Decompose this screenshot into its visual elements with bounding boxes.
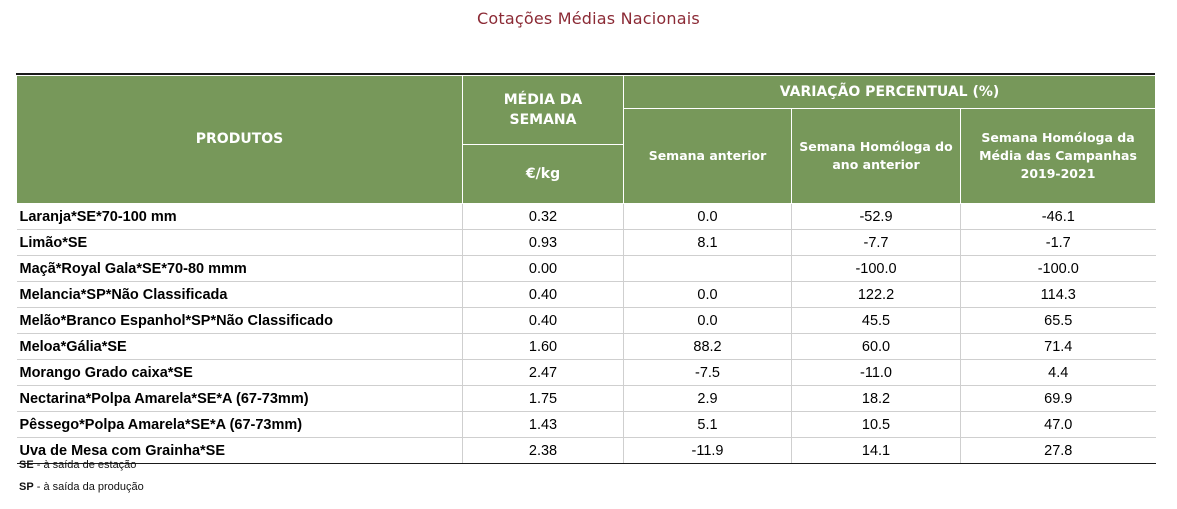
cell-homologa-campanhas: 69.9 — [959, 385, 1156, 412]
cell-homologa-ano: 122.2 — [791, 281, 961, 308]
cell-homologa-campanhas: 47.0 — [959, 411, 1156, 438]
cell-media: 0.40 — [462, 281, 624, 308]
cell-semana-anterior: -7.5 — [623, 359, 792, 386]
table-row: Maçã*Royal Gala*SE*70-80 mmm 0.00 -100.0… — [16, 255, 1156, 282]
cell-homologa-ano: 18.2 — [791, 385, 961, 412]
cell-semana-anterior: 0.0 — [623, 203, 792, 230]
cell-homologa-campanhas: 4.4 — [959, 359, 1156, 386]
header-variacao-percentual: VARIAÇÃO PERCENTUAL (%) — [622, 75, 1157, 109]
cell-homologa-ano: -11.0 — [791, 359, 961, 386]
cell-semana-anterior: 8.1 — [623, 229, 792, 256]
cell-homologa-campanhas: -100.0 — [959, 255, 1156, 282]
cell-semana-anterior — [623, 255, 792, 282]
table-body: Laranja*SE*70-100 mm 0.32 0.0 -52.9 -46.… — [16, 203, 1156, 464]
cell-homologa-ano: 10.5 — [791, 411, 961, 438]
legend-se-code: SE — [19, 459, 34, 471]
cell-media: 0.40 — [462, 307, 624, 334]
cell-produto: Melão*Branco Espanhol*SP*Não Classificad… — [16, 307, 463, 334]
cell-semana-anterior: 2.9 — [623, 385, 792, 412]
table-row: Pêssego*Polpa Amarela*SE*A (67-73mm) 1.4… — [16, 411, 1156, 438]
table-row: Laranja*SE*70-100 mm 0.32 0.0 -52.9 -46.… — [16, 203, 1156, 230]
table-row: Uva de Mesa com Grainha*SE 2.38 -11.9 14… — [16, 437, 1156, 464]
cell-produto: Morango Grado caixa*SE — [16, 359, 463, 386]
header-homologa-ano-anterior: Semana Homóloga do ano anterior — [791, 108, 961, 204]
cell-produto: Uva de Mesa com Grainha*SE — [16, 437, 463, 464]
cell-homologa-ano: 45.5 — [791, 307, 961, 334]
price-table: PRODUTOS MÉDIA DA SEMANA VARIAÇÃO PERCEN… — [16, 75, 1157, 464]
cell-produto: Maçã*Royal Gala*SE*70-80 mmm — [16, 255, 463, 282]
header-semana-anterior: Semana anterior — [623, 108, 792, 204]
cell-homologa-campanhas: 71.4 — [959, 333, 1156, 360]
legend-sp-text: - à saída da produção — [33, 481, 144, 493]
cell-semana-anterior: 88.2 — [623, 333, 792, 360]
cell-produto: Limão*SE — [16, 229, 463, 256]
legend-se: SE - à saída de estação — [19, 459, 136, 471]
cell-media: 1.43 — [462, 411, 624, 438]
table-row: Meloa*Gália*SE 1.60 88.2 60.0 71.4 — [16, 333, 1156, 360]
cell-media: 1.75 — [462, 385, 624, 412]
cell-homologa-ano: -7.7 — [791, 229, 961, 256]
header-unit-eur-kg: €/kg — [462, 144, 624, 204]
cell-homologa-ano: 60.0 — [791, 333, 961, 360]
table-header: PRODUTOS MÉDIA DA SEMANA VARIAÇÃO PERCEN… — [16, 75, 1157, 204]
cell-homologa-campanhas: 65.5 — [959, 307, 1156, 334]
cell-media: 1.60 — [462, 333, 624, 360]
cell-homologa-campanhas: -46.1 — [959, 203, 1156, 230]
cell-produto: Laranja*SE*70-100 mm — [16, 203, 463, 230]
cell-semana-anterior: 5.1 — [623, 411, 792, 438]
table-row: Melancia*SP*Não Classificada 0.40 0.0 12… — [16, 281, 1156, 308]
cell-media: 0.32 — [462, 203, 624, 230]
top-rule-divider — [16, 73, 1155, 75]
page-title: Cotações Médias Nacionais — [477, 9, 700, 28]
cell-homologa-ano: -100.0 — [791, 255, 961, 282]
table-row: Morango Grado caixa*SE 2.47 -7.5 -11.0 4… — [16, 359, 1156, 386]
cell-produto: Nectarina*Polpa Amarela*SE*A (67-73mm) — [16, 385, 463, 412]
cell-media: 2.38 — [462, 437, 624, 464]
cell-semana-anterior: 0.0 — [623, 307, 792, 334]
table-row: Nectarina*Polpa Amarela*SE*A (67-73mm) 1… — [16, 385, 1156, 412]
cell-produto: Meloa*Gália*SE — [16, 333, 463, 360]
cell-homologa-ano: -52.9 — [791, 203, 961, 230]
table-row: Melão*Branco Espanhol*SP*Não Classificad… — [16, 307, 1156, 334]
cell-semana-anterior: -11.9 — [623, 437, 792, 464]
cell-media: 2.47 — [462, 359, 624, 386]
cell-media: 0.93 — [462, 229, 624, 256]
cell-produto: Pêssego*Polpa Amarela*SE*A (67-73mm) — [16, 411, 463, 438]
cell-homologa-campanhas: 114.3 — [959, 281, 1156, 308]
cell-semana-anterior: 0.0 — [623, 281, 792, 308]
cell-produto: Melancia*SP*Não Classificada — [16, 281, 463, 308]
legend-se-text: - à saída de estação — [33, 459, 137, 471]
header-produtos: PRODUTOS — [16, 75, 463, 204]
header-media-semana: MÉDIA DA SEMANA — [462, 75, 624, 145]
header-homologa-campanhas: Semana Homóloga da Média das Campanhas 2… — [959, 108, 1157, 204]
cell-homologa-campanhas: 27.8 — [959, 437, 1156, 464]
cell-homologa-campanhas: -1.7 — [959, 229, 1156, 256]
cell-homologa-ano: 14.1 — [791, 437, 961, 464]
legend-sp: SP - à saída da produção — [19, 481, 144, 493]
table-row: Limão*SE 0.93 8.1 -7.7 -1.7 — [16, 229, 1156, 256]
legend-sp-code: SP — [19, 481, 34, 493]
cell-media: 0.00 — [462, 255, 624, 282]
